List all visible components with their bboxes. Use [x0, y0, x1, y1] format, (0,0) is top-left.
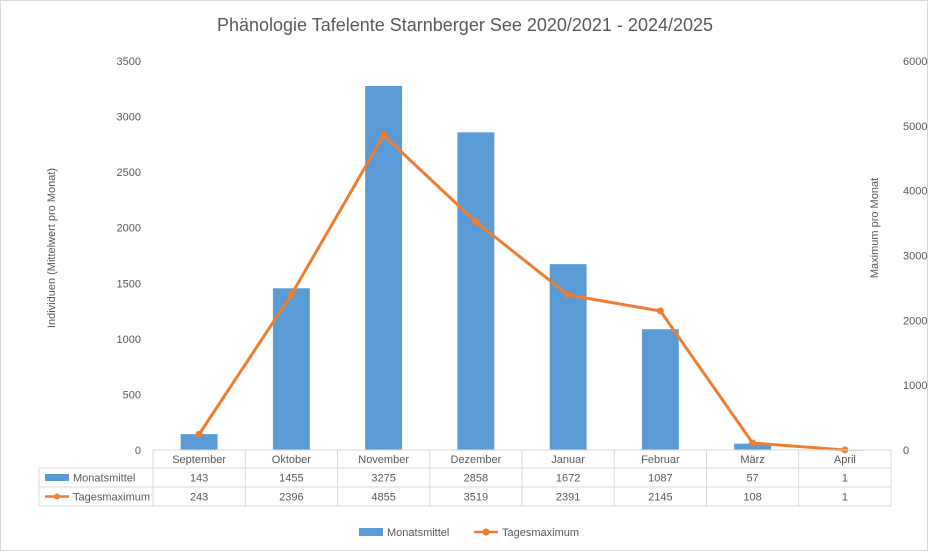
- table-cell: 3519: [464, 492, 488, 504]
- x-tick-label: Oktober: [272, 454, 311, 466]
- series-line: [197, 133, 845, 452]
- bar: [180, 434, 218, 450]
- table-cell: 1: [842, 492, 848, 504]
- x-tick-label: November: [358, 454, 409, 466]
- chart-title: Phänologie Tafelente Starnberger See 202…: [217, 15, 713, 35]
- legend-label: Tagesmaximum: [502, 527, 579, 539]
- table-cell: 143: [190, 473, 208, 485]
- line-point: [564, 291, 572, 299]
- table-row-label: Tagesmaximum: [73, 492, 150, 504]
- y2-tick-label: 1000: [903, 380, 927, 392]
- table-cell: 2145: [648, 492, 672, 504]
- y-tick-label: 2000: [117, 223, 141, 235]
- line-point: [380, 131, 388, 139]
- x-tick-label: Februar: [641, 454, 680, 466]
- bar: [365, 86, 403, 450]
- y-tick-label: 500: [123, 389, 141, 401]
- table-key-bar: [45, 474, 69, 481]
- x-tick-label: April: [834, 454, 856, 466]
- table-cell: 1672: [556, 473, 580, 485]
- y-tick-label: 3000: [117, 112, 141, 124]
- y2-axis-label: Maximum pro Monat: [869, 178, 881, 278]
- legend-key-bar: [359, 528, 383, 536]
- x-tick-label: März: [740, 454, 764, 466]
- x-tick-label: Januar: [551, 454, 585, 466]
- table-cell: 1: [842, 473, 848, 485]
- table-cell: 1087: [648, 473, 672, 485]
- line-point: [749, 439, 757, 447]
- table-key-marker: [54, 493, 60, 500]
- bar-series: [180, 86, 864, 451]
- table-row-label: Monatsmittel: [73, 473, 135, 485]
- y-tick-label: 1500: [117, 278, 141, 290]
- y-axis-label: Individuen (Mittelwert pro Monat): [46, 168, 58, 328]
- y-tick-label: 3500: [117, 56, 141, 68]
- y2-tick-label: 3000: [903, 251, 927, 263]
- table-cell: 3275: [371, 473, 395, 485]
- y-tick-label: 0: [135, 445, 141, 457]
- line-point: [656, 307, 664, 315]
- legend-key-marker: [482, 528, 490, 536]
- x-tick-label: September: [172, 454, 226, 466]
- line-point: [287, 291, 295, 299]
- line-point: [472, 218, 480, 226]
- table-cell: 108: [743, 492, 761, 504]
- y2-tick-label: 0: [903, 445, 909, 457]
- bar: [457, 132, 495, 451]
- bar: [641, 329, 679, 450]
- table-cell: 2396: [279, 492, 303, 504]
- y-tick-label: 2500: [117, 167, 141, 179]
- x-tick-label: Dezember: [451, 454, 502, 466]
- table-cell: 2858: [464, 473, 488, 485]
- legend-label: Monatsmittel: [387, 527, 449, 539]
- line-point: [195, 430, 203, 438]
- y2-tick-label: 4000: [903, 186, 927, 198]
- y-tick-label: 1000: [117, 334, 141, 346]
- table-cell: 4855: [371, 492, 395, 504]
- table-cell: 1455: [279, 473, 303, 485]
- data-table: September Oktober November Dezember Januar Fe…: [38, 449, 892, 507]
- y2-tick-label: 2000: [903, 315, 927, 327]
- y2-tick-label: 6000: [903, 56, 927, 68]
- line-series: [195, 131, 849, 454]
- y2-tick-label: 5000: [903, 121, 927, 133]
- table-cell: 2391: [556, 492, 580, 504]
- y2-axis: 0 1000 2000 3000 4000 5000 6000: [903, 56, 927, 457]
- table-cell: 243: [190, 492, 208, 504]
- bar: [734, 443, 772, 450]
- legend: Monatsmittel Tagesmaximum: [359, 527, 579, 539]
- y-axis: 0 500 1000 1500 2000 2500 3000 3500: [117, 56, 141, 457]
- table-cell: 57: [747, 473, 759, 485]
